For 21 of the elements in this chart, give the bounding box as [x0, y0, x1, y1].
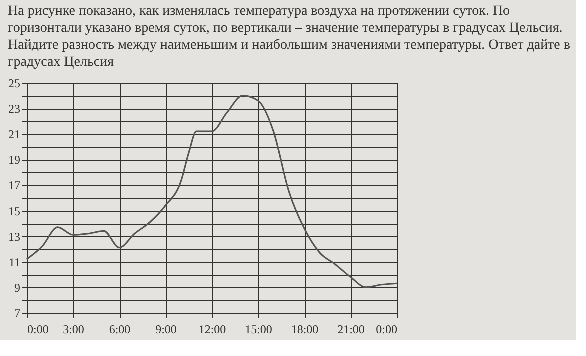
y-tick-label: 25	[8, 76, 20, 90]
x-tick-label: 9:00	[156, 322, 177, 336]
x-tick-label: 15:00	[245, 322, 272, 336]
y-tick-label: 17	[8, 178, 20, 193]
y-tick-label: 21	[8, 128, 20, 142]
x-tick-label: 3:00	[63, 322, 84, 336]
y-tick-label: 15	[8, 204, 20, 218]
y-tick-label: 23	[8, 102, 20, 116]
chart-title: На рисунке показано, как изменялась температура воздуха на протяжении суток. По горизонтали указано время суток, по вертикали – значение температуры в градусах Цельсия. Найдите разность между наименьшим и наибольшим значениями температуры. Ответ дайте в градусах Цельсия	[8, 4, 571, 70]
x-tick-label: 21:00	[338, 322, 365, 336]
x-tick-label: 0:00	[376, 322, 398, 336]
y-tick-label: 9	[14, 280, 20, 295]
x-tick-label: 6:00	[109, 322, 131, 336]
y-tick-label: 11	[8, 255, 20, 270]
y-tick-label: 7	[14, 306, 20, 320]
line-series	[26, 94, 398, 288]
y-tick-label: 19	[8, 153, 20, 168]
x-tick-label: 12:00	[198, 322, 226, 336]
y-tick-label: 13	[8, 230, 20, 244]
x-tick-label: 0:00	[28, 322, 49, 336]
x-tick-label: 18:00	[291, 322, 319, 336]
